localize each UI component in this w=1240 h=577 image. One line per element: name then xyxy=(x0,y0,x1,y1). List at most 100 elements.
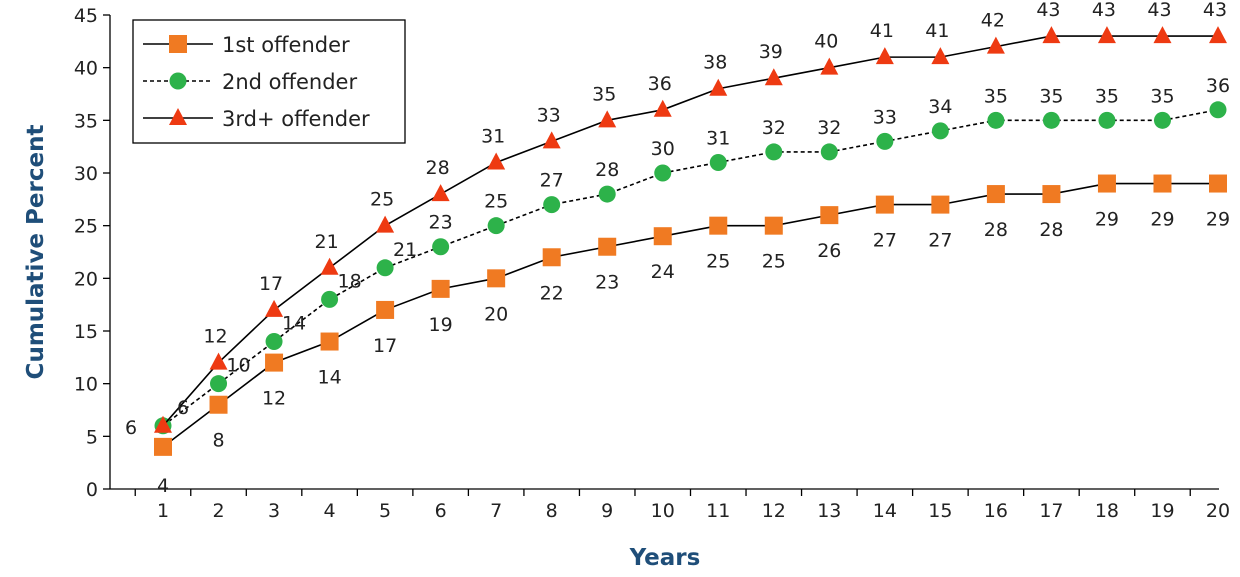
data-point xyxy=(210,375,228,393)
data-point xyxy=(875,195,894,214)
data-point xyxy=(154,415,172,433)
data-point xyxy=(653,227,672,246)
data-point xyxy=(654,164,672,182)
data-point xyxy=(986,185,1005,204)
series-line xyxy=(162,35,1218,427)
data-label-1st: 28 xyxy=(1039,219,1063,241)
data-point xyxy=(209,352,228,370)
data-point xyxy=(1042,26,1061,44)
data-label-2nd: 28 xyxy=(595,159,619,181)
data-point xyxy=(987,111,1005,129)
data-label-3rd: 40 xyxy=(814,31,838,53)
data-point xyxy=(709,78,728,96)
x-tick-label: 4 xyxy=(324,500,336,522)
data-label-1st: 29 xyxy=(1206,209,1230,231)
data-label-2nd: 32 xyxy=(817,117,841,139)
y-tick-label: 40 xyxy=(74,58,98,80)
data-label-3rd: 38 xyxy=(703,52,727,74)
data-point xyxy=(320,332,339,351)
data-point xyxy=(653,99,672,117)
data-label-2nd: 35 xyxy=(1095,85,1119,107)
data-label-1st: 27 xyxy=(873,230,897,252)
data-label-2nd: 32 xyxy=(762,117,786,139)
data-label-3rd: 42 xyxy=(981,10,1005,32)
data-label-3rd: 25 xyxy=(370,189,394,211)
data-label-3rd: 39 xyxy=(759,41,783,63)
data-point xyxy=(1153,26,1172,44)
series-line xyxy=(162,109,1219,427)
data-point xyxy=(431,279,450,298)
data-point xyxy=(820,206,839,225)
data-point xyxy=(376,300,395,319)
data-label-1st: 17 xyxy=(373,335,397,357)
data-label-3rd: 21 xyxy=(314,231,338,253)
data-point xyxy=(820,143,838,161)
data-point xyxy=(931,122,949,140)
data-label-3rd: 43 xyxy=(1036,0,1060,21)
x-axis: 1 2 3 4 5 6 7 8 9 10 11 12 13 14 15 16 17 18 19 20 xyxy=(110,488,1230,522)
x-tick-label: 2 xyxy=(212,500,224,522)
data-point xyxy=(1153,174,1172,193)
data-label-3rd: 17 xyxy=(259,273,283,295)
data-point xyxy=(1097,26,1116,44)
data-label-3rd: 43 xyxy=(1203,0,1227,21)
data-point xyxy=(543,196,561,214)
data-label-2nd: 31 xyxy=(706,127,730,149)
data-label-1st: 8 xyxy=(212,430,224,452)
legend: 1st offender 2nd offender 3rd+ offender xyxy=(132,19,406,144)
data-point xyxy=(931,195,950,214)
x-tick-label: 10 xyxy=(651,500,675,522)
x-tick-label: 15 xyxy=(928,500,952,522)
data-label-1st: 24 xyxy=(651,261,675,283)
data-point xyxy=(1209,26,1227,44)
x-tick-label: 6 xyxy=(435,500,447,522)
data-point xyxy=(487,269,506,288)
data-point xyxy=(376,215,395,233)
y-tick-label: 45 xyxy=(74,5,98,27)
data-point xyxy=(764,216,783,235)
data-point xyxy=(764,68,783,86)
y-tick-label: 5 xyxy=(86,426,98,448)
x-tick-label: 19 xyxy=(1150,500,1174,522)
y-tick-label: 15 xyxy=(74,321,98,343)
data-label-2nd: 35 xyxy=(1039,85,1063,107)
x-tick-label: 12 xyxy=(762,500,786,522)
y-tick-label: 20 xyxy=(74,268,98,290)
data-label-1st: 20 xyxy=(484,303,508,325)
data-label-2nd: 23 xyxy=(429,212,453,234)
data-point xyxy=(542,248,561,267)
data-point xyxy=(320,257,339,275)
data-label-2nd: 36 xyxy=(1206,75,1230,97)
data-label-2nd: 30 xyxy=(651,138,675,160)
data-point xyxy=(209,395,228,414)
x-tick-label: 18 xyxy=(1095,500,1119,522)
data-label-1st: 27 xyxy=(928,230,952,252)
data-point xyxy=(1209,101,1227,119)
data-point xyxy=(1097,174,1116,193)
data-point xyxy=(1098,111,1116,129)
data-label-1st: 22 xyxy=(540,282,564,304)
series-2 xyxy=(154,101,1227,435)
x-tick-label: 17 xyxy=(1039,500,1063,522)
x-tick-label: 1 xyxy=(157,500,169,522)
data-point xyxy=(709,216,728,235)
x-tick-label: 14 xyxy=(873,500,897,522)
data-label-1st: 29 xyxy=(1150,209,1174,231)
data-label-3rd: 41 xyxy=(925,20,949,42)
data-label-2nd: 35 xyxy=(1150,85,1174,107)
data-label-1st: 29 xyxy=(1095,209,1119,231)
series-layer xyxy=(154,26,1227,456)
x-axis-title: Years xyxy=(629,545,701,571)
legend-marker xyxy=(169,72,187,90)
data-label-1st: 25 xyxy=(762,251,786,273)
x-tick-label: 7 xyxy=(490,500,502,522)
data-point xyxy=(1042,111,1060,129)
data-point xyxy=(598,237,617,256)
data-label-2nd: 25 xyxy=(484,191,508,213)
data-label-3rd: 12 xyxy=(203,326,227,348)
data-label-3rd: 28 xyxy=(426,157,450,179)
data-label-2nd: 21 xyxy=(393,239,417,261)
data-point xyxy=(709,153,727,171)
data-label-3rd: 33 xyxy=(537,104,561,126)
